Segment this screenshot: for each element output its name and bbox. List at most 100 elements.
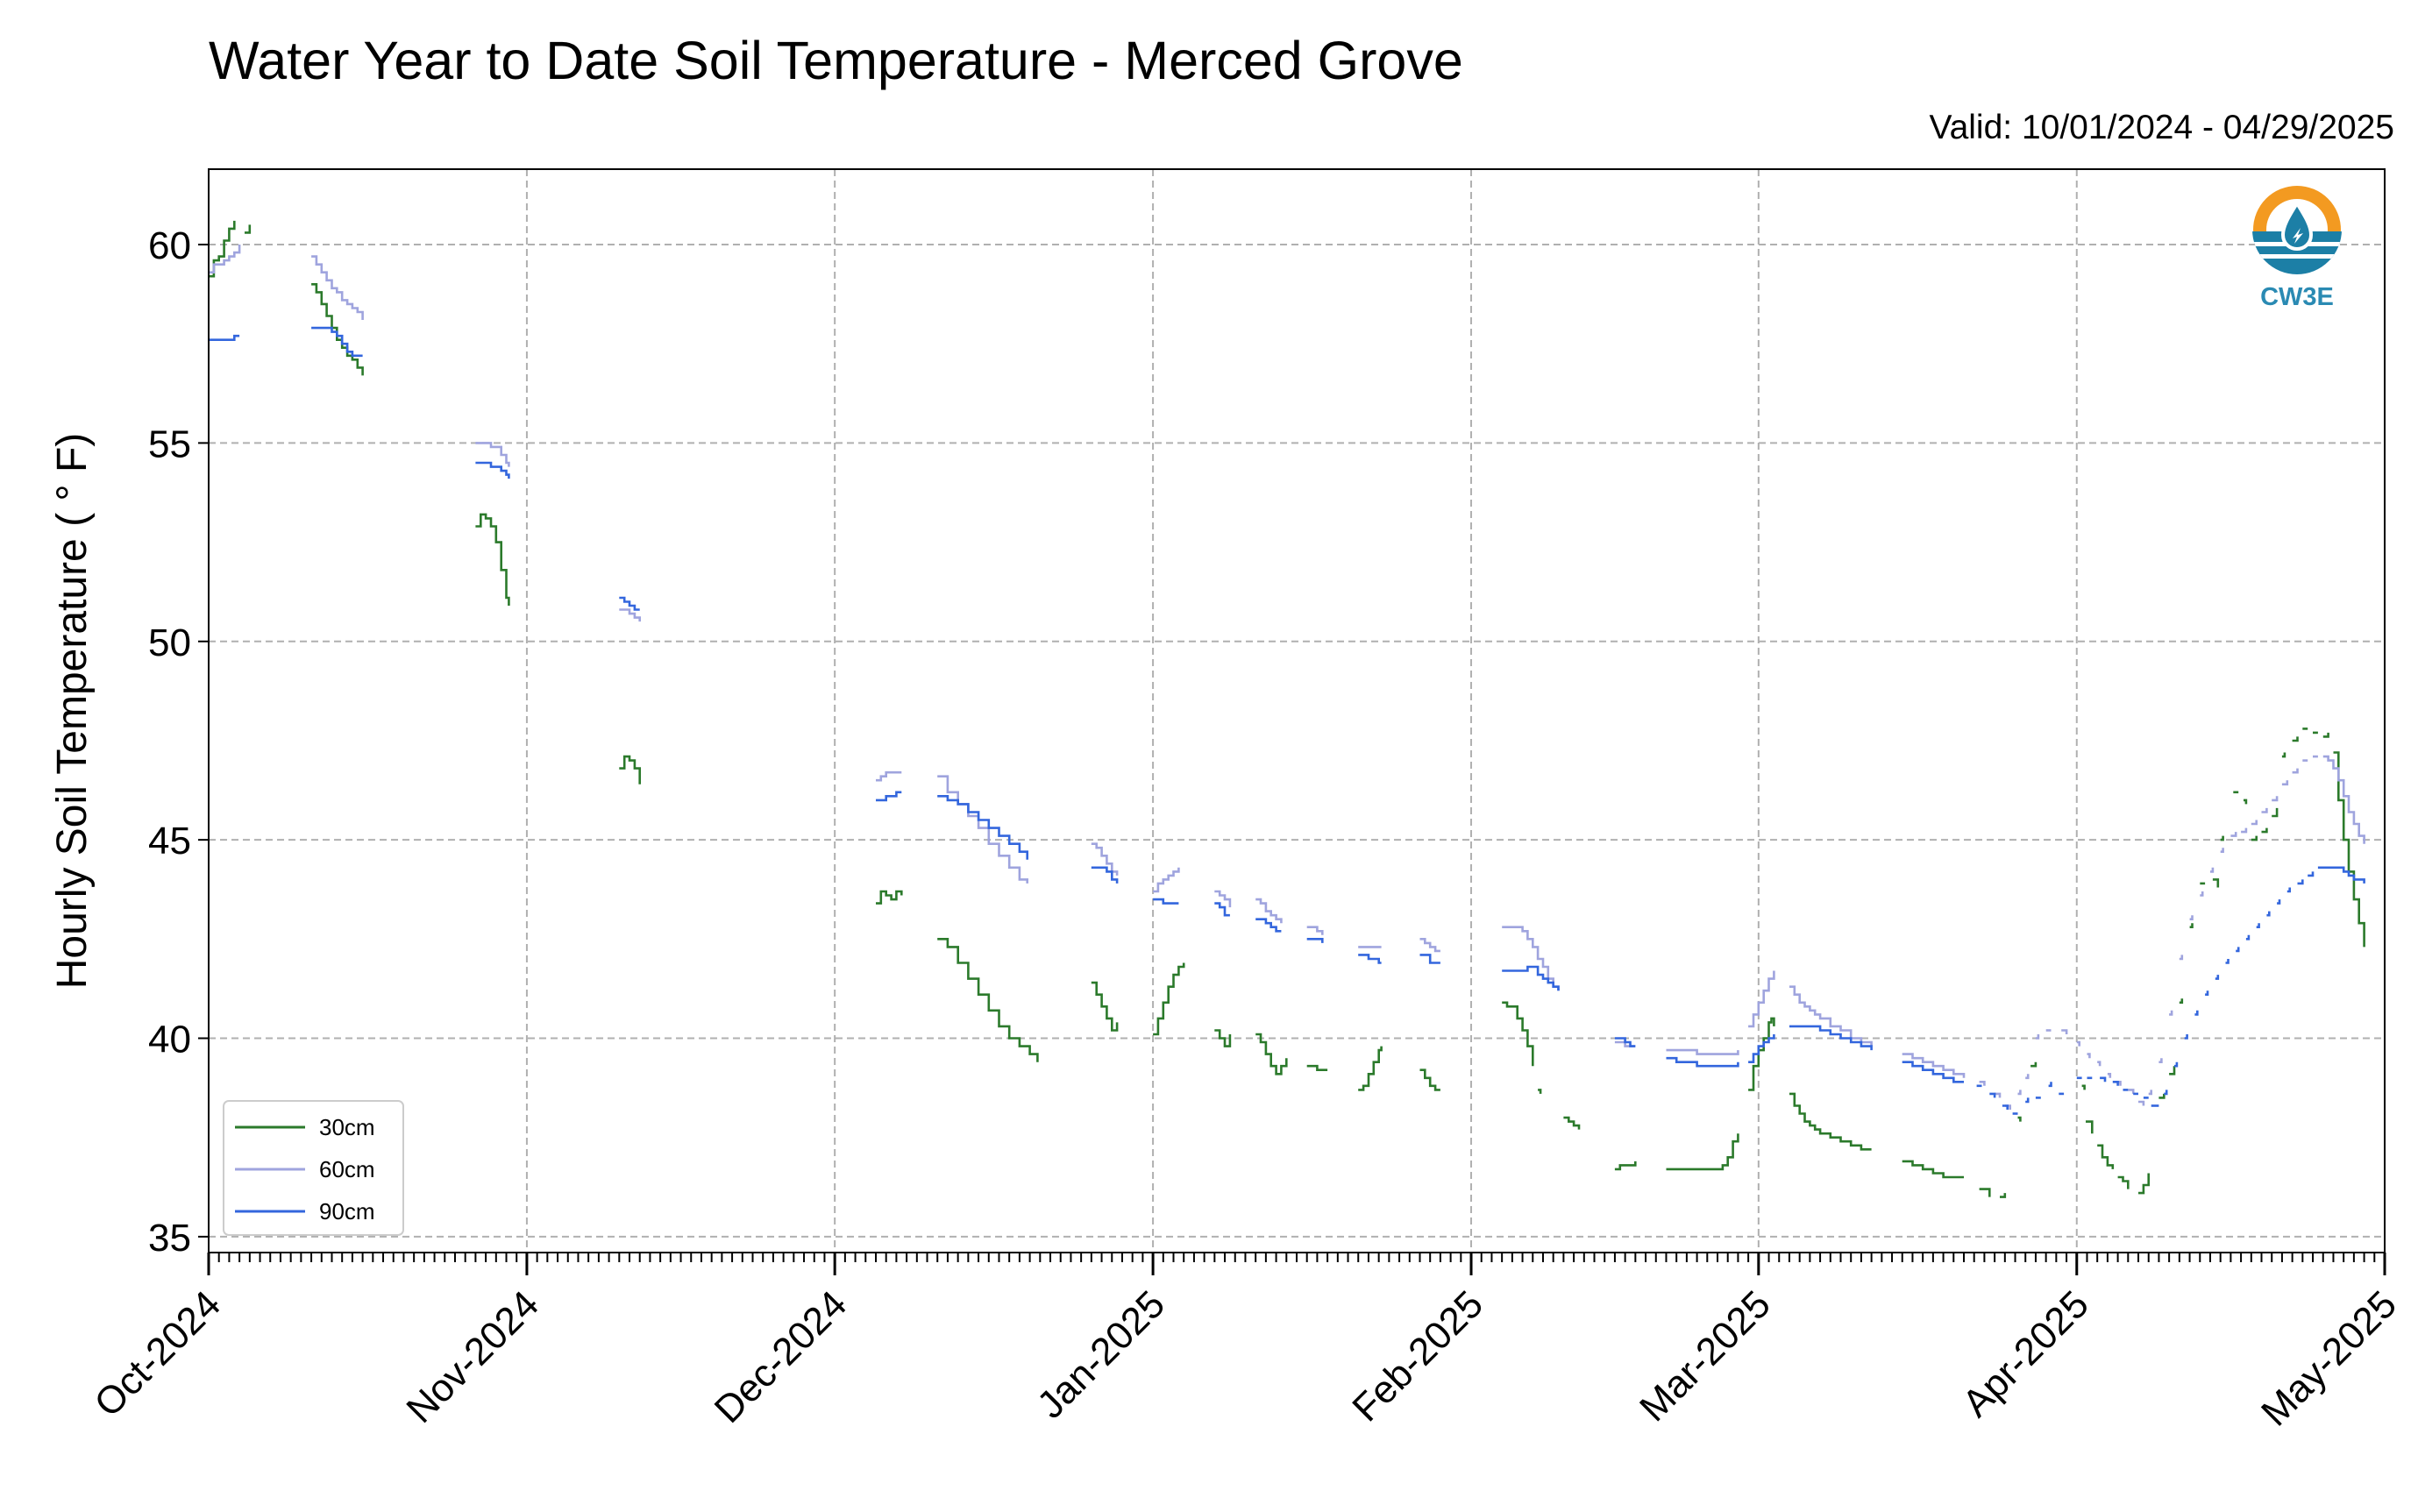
series-line-30cm bbox=[2212, 878, 2220, 888]
series-line-90cm bbox=[2100, 1076, 2107, 1083]
series-line-60cm bbox=[209, 245, 241, 273]
series-line-30cm bbox=[2281, 752, 2286, 758]
series-line-90cm bbox=[2317, 866, 2365, 884]
series-line-90cm bbox=[1153, 898, 1179, 905]
series-line-30cm bbox=[1255, 1033, 1288, 1075]
x-tick-label: Feb-2025 bbox=[1344, 1282, 1491, 1430]
series-line-90cm bbox=[2286, 887, 2291, 893]
series-line-90cm bbox=[2225, 959, 2230, 964]
x-tick-label: Nov-2024 bbox=[398, 1282, 547, 1431]
x-tick-label: Dec-2024 bbox=[707, 1282, 856, 1431]
series-line-30cm bbox=[2261, 827, 2268, 834]
logo-text: CW3E bbox=[2260, 283, 2334, 311]
series-line-30cm bbox=[1748, 1017, 1775, 1091]
series-line-90cm bbox=[937, 795, 1028, 860]
series-line-60cm bbox=[1748, 970, 1775, 1028]
series-line-30cm bbox=[311, 283, 364, 376]
series-line-90cm bbox=[2297, 879, 2304, 885]
series-line-30cm bbox=[2000, 1193, 2007, 1198]
series-line-60cm bbox=[1153, 867, 1180, 893]
series-line-60cm bbox=[2220, 848, 2224, 853]
y-tick-label: 60 bbox=[148, 224, 191, 267]
series-line-60cm bbox=[2179, 955, 2184, 961]
valid-date-range: Valid: 10/01/2024 - 04/29/2025 bbox=[1929, 109, 2394, 146]
cw3e-logo: CW3E bbox=[2252, 186, 2342, 311]
series-line-30cm bbox=[245, 224, 252, 234]
series-line-30cm bbox=[1614, 1161, 1637, 1171]
series-line-30cm bbox=[209, 220, 236, 278]
series-line-60cm bbox=[1995, 1092, 2002, 1098]
series-line-60cm bbox=[2107, 1073, 2112, 1078]
series-line-90cm bbox=[876, 791, 902, 802]
y-tick-label: 55 bbox=[148, 422, 191, 465]
series-line-30cm bbox=[1666, 1133, 1739, 1171]
series-90cm bbox=[209, 326, 2365, 1115]
series-line-60cm bbox=[2200, 891, 2204, 897]
legend-label-90cm: 90cm bbox=[319, 1198, 375, 1225]
series-line-90cm bbox=[1789, 1025, 1873, 1051]
y-tick-label: 35 bbox=[148, 1217, 191, 1260]
series-line-90cm bbox=[2266, 911, 2271, 917]
series-line-30cm bbox=[2138, 1173, 2150, 1195]
series-line-90cm bbox=[2277, 899, 2281, 905]
series-line-30cm bbox=[1091, 981, 1119, 1032]
y-axis-label: Hourly Soil Temperature ( ° F) bbox=[49, 433, 96, 990]
series-line-60cm bbox=[2292, 768, 2299, 774]
x-tick-label: Oct-2024 bbox=[86, 1282, 229, 1425]
series-line-60cm bbox=[619, 608, 641, 622]
series-line-60cm bbox=[1091, 842, 1119, 876]
series-line-30cm bbox=[2292, 736, 2299, 742]
series-line-90cm bbox=[1419, 954, 1440, 964]
series-line-30cm bbox=[1789, 1092, 1872, 1151]
series-line-30cm bbox=[2251, 835, 2258, 841]
chart-title: Water Year to Date Soil Temperature - Me… bbox=[209, 31, 1463, 90]
series-line-30cm bbox=[2017, 1116, 2022, 1122]
series-line-90cm bbox=[2256, 923, 2260, 928]
series-line-60cm bbox=[937, 775, 1028, 884]
series-line-60cm bbox=[1214, 890, 1232, 908]
series-line-30cm bbox=[1563, 1116, 1581, 1130]
series-line-90cm bbox=[2002, 1104, 2009, 1110]
series-line-60cm bbox=[1255, 898, 1283, 924]
series-line-60cm bbox=[2230, 832, 2237, 837]
series-line-90cm bbox=[2194, 1010, 2199, 1016]
series-line-60cm bbox=[1666, 1048, 1739, 1055]
series-line-30cm bbox=[2097, 1144, 2115, 1169]
series-line-60cm bbox=[1306, 926, 1324, 935]
series-line-30cm bbox=[1153, 962, 1185, 1036]
series-30cm bbox=[209, 220, 2365, 1198]
series-layer bbox=[209, 220, 2365, 1198]
series-line-60cm bbox=[1979, 1081, 1986, 1086]
series-line-30cm bbox=[2117, 1175, 2130, 1189]
x-tick-label: Mar-2025 bbox=[1632, 1282, 1779, 1430]
series-line-30cm bbox=[1214, 1029, 1232, 1047]
series-line-30cm bbox=[1306, 1064, 1328, 1071]
series-line-60cm bbox=[2241, 827, 2248, 834]
series-line-60cm bbox=[2261, 807, 2268, 813]
series-line-90cm bbox=[2236, 947, 2240, 953]
series-line-30cm bbox=[2189, 923, 2194, 928]
series-line-60cm bbox=[475, 442, 510, 467]
series-line-60cm bbox=[1502, 926, 1560, 991]
series-line-90cm bbox=[2025, 1097, 2030, 1104]
series-line-90cm bbox=[1989, 1092, 1996, 1098]
series-line-90cm bbox=[209, 334, 240, 341]
series-line-90cm bbox=[2112, 1081, 2119, 1086]
series-line-60cm bbox=[2169, 1010, 2173, 1016]
series-line-30cm bbox=[2322, 732, 2329, 738]
y-tick-label: 50 bbox=[148, 621, 191, 664]
series-line-90cm bbox=[619, 596, 640, 611]
series-line-30cm bbox=[876, 890, 903, 905]
series-line-60cm bbox=[2158, 1058, 2163, 1063]
series-line-90cm bbox=[1214, 902, 1230, 917]
series-line-60cm bbox=[2189, 915, 2194, 920]
series-line-60cm bbox=[2097, 1061, 2102, 1067]
x-tick-label: May-2025 bbox=[2253, 1282, 2405, 1434]
series-line-90cm bbox=[2308, 871, 2315, 877]
series-line-90cm bbox=[311, 326, 363, 358]
series-line-90cm bbox=[1748, 1034, 1775, 1063]
y-tick-label: 45 bbox=[148, 820, 191, 862]
series-line-90cm bbox=[2215, 975, 2220, 980]
series-line-90cm bbox=[1502, 965, 1560, 991]
